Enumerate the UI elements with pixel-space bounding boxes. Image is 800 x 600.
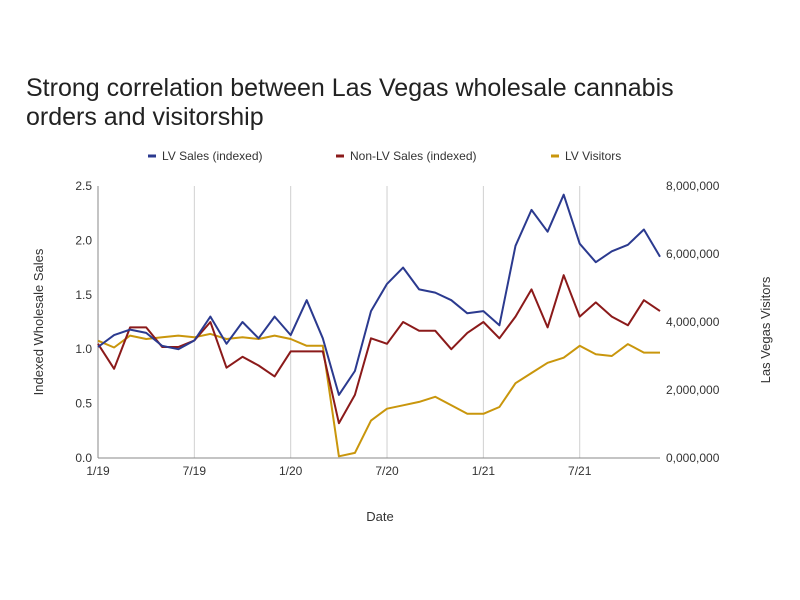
left-y-tick-label: 2.5 xyxy=(75,179,92,193)
legend-label: LV Sales (indexed) xyxy=(162,149,263,163)
right-y-tick-labels: 0,000,000 2,000,000 4,000,000 6,000,000 8,00… xyxy=(666,179,720,465)
gridlines xyxy=(193,186,581,458)
legend-label: LV Visitors xyxy=(565,149,621,163)
x-tick-label: 7/20 xyxy=(375,464,399,478)
right-y-tick-label: 2,000,000 xyxy=(666,383,720,397)
x-tick-label: 1/20 xyxy=(279,464,303,478)
left-y-tick-labels: 0.0 0.5 1.0 1.5 2.0 2.5 xyxy=(75,179,92,465)
x-tick-label: 1/19 xyxy=(86,464,110,478)
left-y-tick-label: 0.0 xyxy=(75,451,92,465)
x-axis-title: Date xyxy=(366,509,393,524)
chart-panel xyxy=(18,55,784,550)
series-line-2 xyxy=(97,332,660,458)
y-axis-title: Indexed Wholesale Sales xyxy=(31,248,46,395)
right-y-tick-label: 8,000,000 xyxy=(666,179,720,193)
x-tick-label: 1/21 xyxy=(472,464,496,478)
legend: LV Sales (indexed) Non-LV Sales (indexed)… xyxy=(148,149,621,163)
left-y-tick-label: 1.5 xyxy=(75,288,92,302)
right-y-tick-label: 4,000,000 xyxy=(666,315,720,329)
x-tick-label: 7/21 xyxy=(568,464,592,478)
series-line-0 xyxy=(97,193,661,396)
x-tick-label: 7/19 xyxy=(183,464,207,478)
right-y-tick-label: 6,000,000 xyxy=(666,247,720,261)
legend-label: Non-LV Sales (indexed) xyxy=(350,149,477,163)
x-tick-labels: 1/19 7/19 1/20 7/20 1/21 7/21 xyxy=(86,464,591,478)
left-y-tick-label: 0.5 xyxy=(75,397,92,411)
series-lines xyxy=(97,193,661,458)
chart-title: Strong correlation between Las Vegas who… xyxy=(26,74,674,131)
left-y-tick-label: 1.0 xyxy=(75,342,92,356)
y2-axis-title: Las Vegas Visitors xyxy=(758,276,773,383)
right-y-tick-label: 0,000,000 xyxy=(666,451,720,465)
axes xyxy=(97,186,660,459)
left-y-tick-label: 2.0 xyxy=(75,233,92,247)
